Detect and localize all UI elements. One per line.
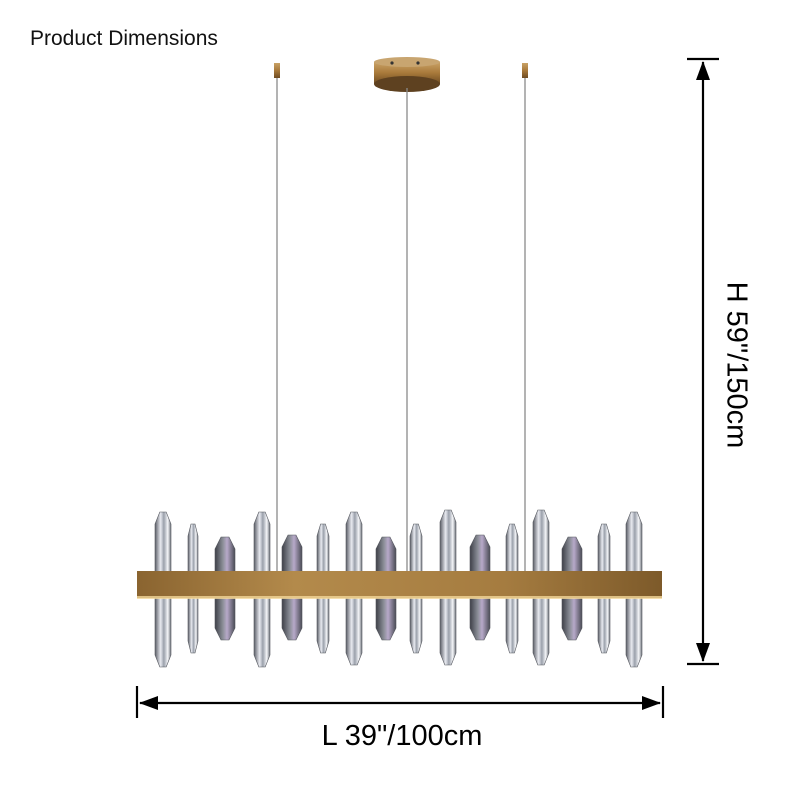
length-dimension xyxy=(135,686,665,718)
wires xyxy=(276,78,526,572)
wire-fittings xyxy=(274,63,528,78)
light-bar xyxy=(137,571,662,599)
height-label: H 59"/150cm xyxy=(720,282,752,449)
height-dimension xyxy=(687,57,719,666)
length-label: L 39"/100cm xyxy=(322,720,483,752)
title: Product Dimensions xyxy=(30,27,218,50)
canopy xyxy=(374,57,440,92)
